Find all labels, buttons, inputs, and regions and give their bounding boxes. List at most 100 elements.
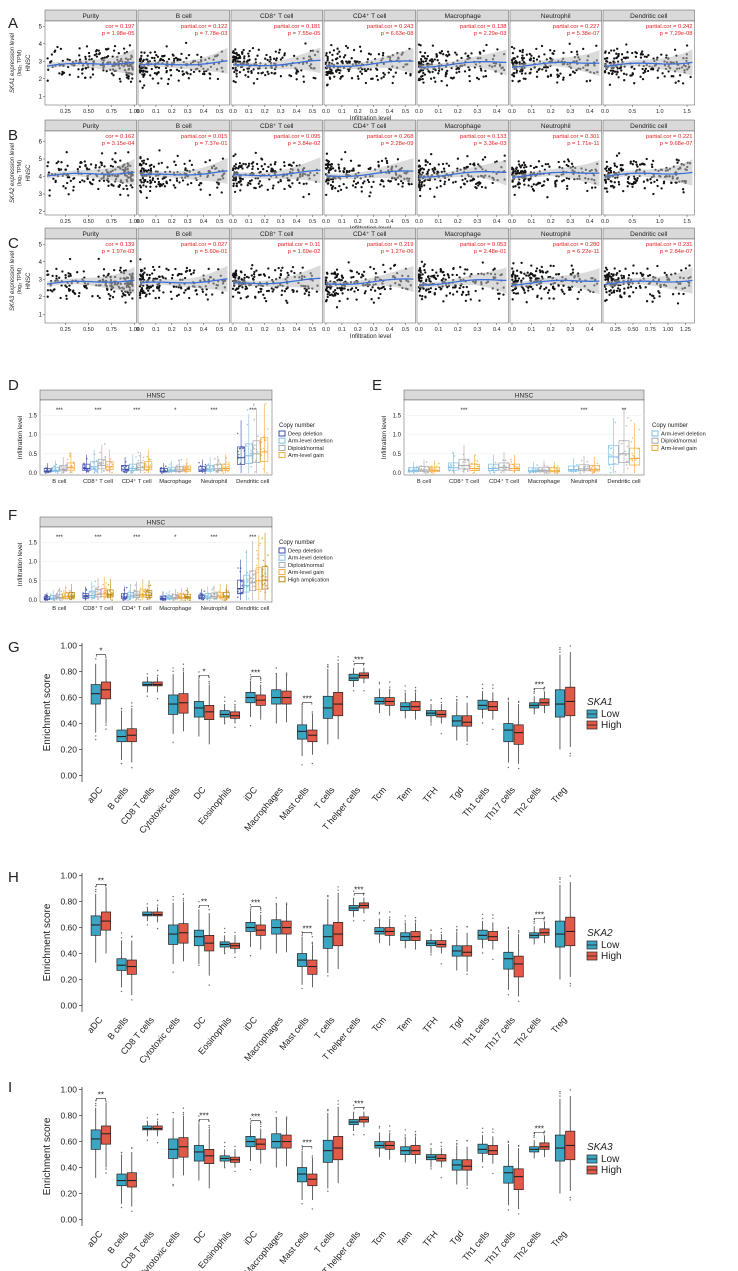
- scatter-point: [59, 47, 63, 51]
- scatter-point: [195, 288, 198, 292]
- scatter-point: [67, 287, 71, 291]
- scatter-point: [363, 180, 366, 183]
- scatter-point: [588, 79, 592, 82]
- scatter-point: [200, 56, 203, 59]
- scatter-point: [370, 77, 373, 81]
- scatter-point: [605, 278, 609, 281]
- scatter-point: [439, 185, 442, 188]
- cnv-category-label: Neutrophil: [201, 479, 227, 485]
- scatter-point: [77, 75, 80, 79]
- scatter-point: [544, 163, 547, 166]
- scatter-point: [440, 79, 443, 83]
- scatter-point: [103, 165, 106, 168]
- scatter-point: [628, 182, 631, 185]
- scatter-point: [571, 268, 575, 271]
- scatter-point: [407, 182, 410, 185]
- scatter-point: [84, 55, 87, 59]
- scatter-point: [162, 291, 165, 294]
- cnv-category-label: B cell: [52, 606, 66, 612]
- cnv-jitter-point: [61, 599, 63, 601]
- cnv-jitter-point: [223, 466, 225, 468]
- scatter-point: [154, 277, 157, 280]
- cnv-jitter-point: [476, 465, 479, 468]
- scatter-point: [529, 177, 532, 180]
- scatter-point: [441, 271, 444, 274]
- scatter-point: [274, 72, 277, 75]
- scatter-point: [85, 45, 89, 48]
- scatter-point: [267, 276, 271, 279]
- scatter-point: [355, 182, 358, 186]
- scatter-point: [341, 75, 344, 78]
- scatter-point: [174, 186, 177, 189]
- cnv-jitter-point: [500, 471, 502, 474]
- scatter-point: [433, 76, 436, 79]
- scatter-point: [620, 276, 624, 280]
- scatter-point: [631, 272, 635, 275]
- scatter-point: [455, 290, 459, 293]
- cnv-jitter-point: [252, 404, 255, 407]
- scatter-point: [186, 72, 189, 75]
- scatter-point: [434, 287, 437, 291]
- scatter-point: [170, 297, 173, 301]
- panel-label-c: C: [8, 235, 19, 252]
- panel-label-d: D: [8, 377, 19, 394]
- scatter-point: [344, 150, 347, 154]
- scatter-point: [417, 159, 421, 162]
- scatter-point: [622, 72, 626, 75]
- scatter-point: [131, 77, 134, 80]
- correlation-label: partial.cor = 0.243: [367, 24, 414, 30]
- scatter-point: [457, 67, 461, 70]
- facet-strip-label: Dendritic cell: [630, 13, 668, 20]
- scatter-point: [177, 79, 180, 82]
- scatter-point: [674, 81, 677, 84]
- scatter-point: [158, 289, 161, 292]
- scatter-point: [456, 157, 460, 160]
- scatter-point: [65, 297, 68, 300]
- scatter-point: [259, 287, 262, 291]
- scatter-point: [421, 171, 424, 174]
- p-value-label: p = 6.22e-11: [567, 249, 599, 255]
- scatter-point: [552, 297, 555, 300]
- cnv-jitter-point: [431, 468, 434, 471]
- scatter-xtick-label: 0.50: [83, 219, 94, 225]
- scatter-point: [141, 177, 145, 180]
- scatter-point: [326, 57, 329, 60]
- cnv-jitter-point: [57, 590, 59, 592]
- scatter-point: [241, 177, 244, 181]
- scatter-point: [417, 60, 421, 64]
- scatter-point: [468, 74, 471, 78]
- scatter-point: [570, 162, 574, 165]
- scatter-point: [370, 185, 373, 189]
- scatter-point: [467, 293, 470, 296]
- scatter-point: [646, 267, 649, 270]
- cnv-jitter-point: [92, 467, 94, 470]
- cnv-jitter-point: [53, 599, 56, 601]
- scatter-point: [58, 276, 61, 279]
- scatter-point: [461, 291, 465, 294]
- scatter-point: [188, 159, 191, 162]
- scatter-point: [331, 59, 334, 62]
- scatter-point: [287, 273, 290, 277]
- scatter-point: [49, 289, 52, 292]
- scatter-point: [514, 275, 517, 279]
- scatter-point: [142, 181, 145, 184]
- scatter-point: [522, 161, 526, 164]
- scatter-point: [141, 277, 145, 280]
- cnv-legend-label: Diploid/normal: [288, 446, 324, 452]
- cnv-ytick-label: 1.0: [29, 560, 38, 566]
- scatter-point: [78, 54, 81, 57]
- cnv-jitter-point: [625, 454, 627, 457]
- scatter-point: [286, 271, 289, 275]
- cnv-jitter-point: [592, 465, 594, 468]
- scatter-point: [246, 295, 250, 298]
- scatter-point: [577, 290, 581, 294]
- scatter-point: [162, 182, 165, 186]
- scatter-xtick-label: 1.0: [656, 109, 664, 115]
- scatter-point: [467, 54, 470, 57]
- scatter-point: [181, 73, 185, 76]
- scatter-point: [464, 177, 467, 180]
- scatter-point: [158, 149, 161, 152]
- scatter-point: [252, 272, 256, 276]
- scatter-point: [281, 56, 284, 59]
- scatter-point: [193, 269, 196, 272]
